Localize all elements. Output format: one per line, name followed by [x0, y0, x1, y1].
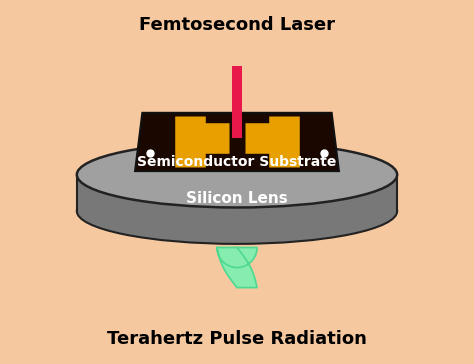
Text: Femtosecond Laser: Femtosecond Laser	[139, 16, 335, 35]
Text: Terahertz Pulse Radiation: Terahertz Pulse Radiation	[107, 329, 367, 348]
Bar	[232, 66, 242, 138]
Polygon shape	[135, 113, 339, 171]
Ellipse shape	[77, 142, 397, 207]
Polygon shape	[217, 248, 257, 288]
Text: Semiconductor Substrate: Semiconductor Substrate	[137, 155, 337, 169]
Ellipse shape	[77, 178, 397, 244]
Polygon shape	[77, 175, 397, 211]
Text: Silicon Lens: Silicon Lens	[186, 191, 288, 206]
